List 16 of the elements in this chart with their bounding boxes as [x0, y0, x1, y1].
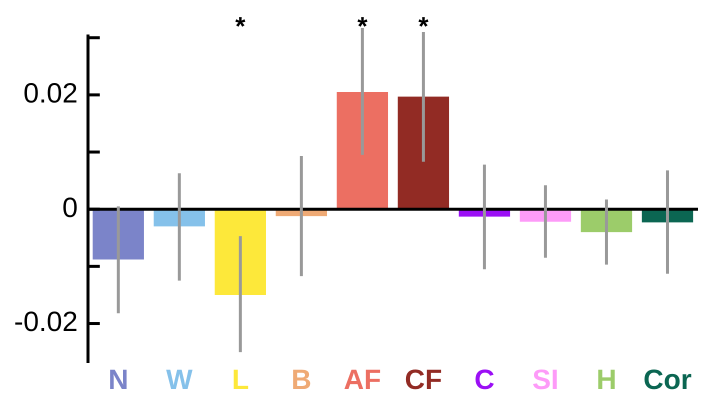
x-tick-label: SI [532, 364, 559, 395]
x-tick-label: H [596, 364, 617, 395]
x-tick-label: Cor [643, 364, 692, 395]
annotation: * [418, 11, 430, 42]
annotation: * [357, 11, 368, 42]
x-tick-label: CF [404, 364, 442, 395]
x-tick-label: B [291, 364, 312, 395]
x-tick-label: L [232, 364, 249, 395]
x-tick-label: N [108, 364, 128, 395]
x-tick-label: W [166, 364, 194, 395]
x-tick-label: AF [344, 364, 382, 395]
y-tick-label: 0 [62, 192, 78, 223]
y-tick-label: -0.02 [14, 306, 78, 338]
annotation: * [235, 11, 246, 42]
y-tick-label: 0.02 [23, 78, 78, 109]
x-tick-label: C [474, 364, 495, 395]
